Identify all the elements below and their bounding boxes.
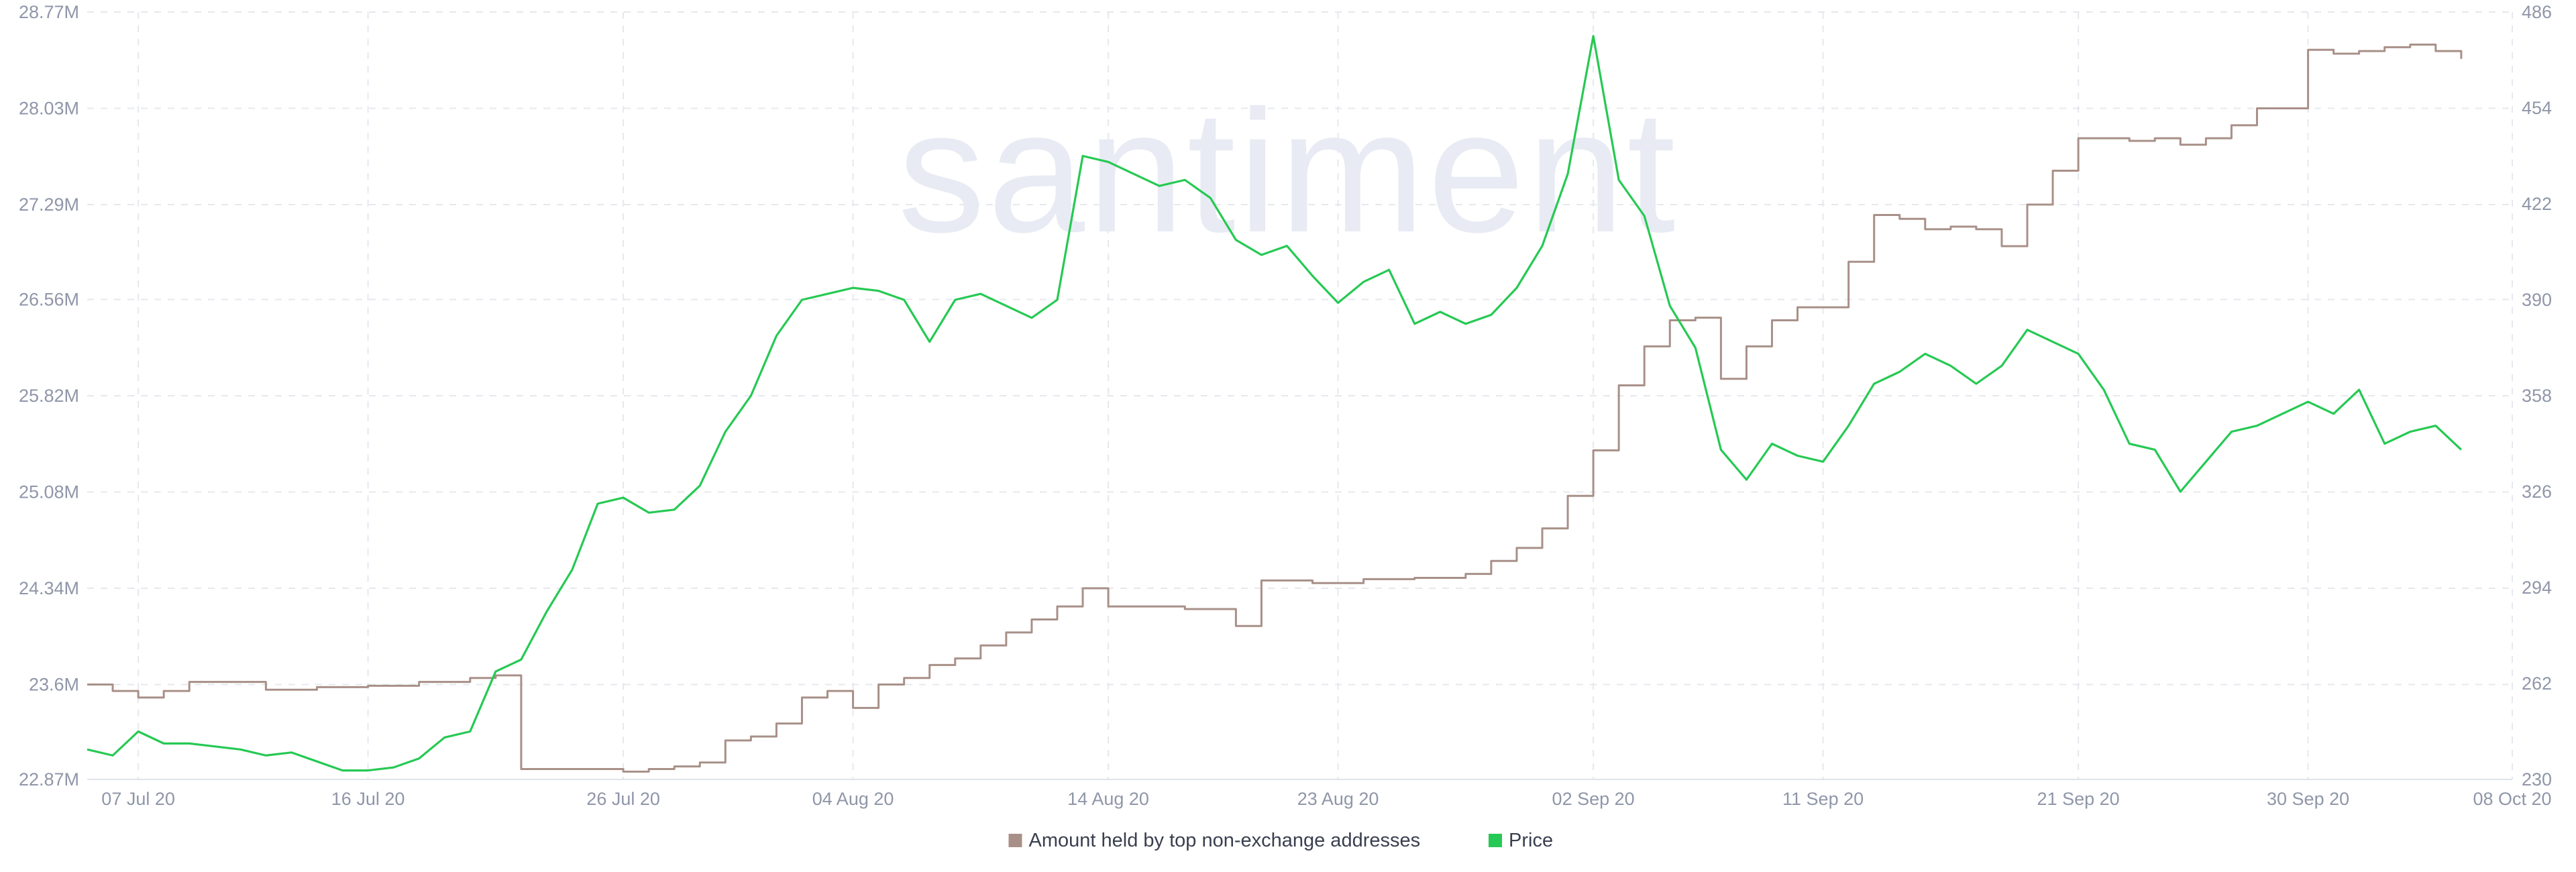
legend-swatch [1008,834,1022,847]
x-tick-label: 21 Sep 20 [2037,789,2120,809]
left-tick-label: 23.6M [29,674,79,694]
santiment-watermark: santiment [898,74,1678,269]
right-tick-label: 486 [2522,2,2552,22]
right-tick-label: 454 [2522,98,2552,118]
gridlines [87,11,2513,780]
x-axis-ticks: 07 Jul 20 16 Jul 20 26 Jul 20 04 Aug 20 14 A… [101,789,2551,809]
left-tick-label: 25.82M [19,386,79,406]
legend: Amount held by top non-exchange addresse… [1008,830,1553,851]
left-tick-label: 24.34M [19,578,79,598]
legend-label: Amount held by top non-exchange addresse… [1029,830,1421,851]
x-tick-label: 14 Aug 20 [1067,789,1149,809]
left-tick-label: 26.56M [19,290,79,310]
legend-label: Price [1509,830,1553,851]
x-tick-label: 26 Jul 20 [586,789,660,809]
right-tick-label: 390 [2522,290,2552,310]
x-tick-label: 16 Jul 20 [331,789,405,809]
right-tick-label: 262 [2522,673,2552,694]
right-tick-label: 294 [2522,578,2552,598]
x-tick-label: 30 Sep 20 [2267,789,2349,809]
left-axis-ticks: 22.87M 23.6M 24.34M 25.08M 25.82M 26.56M 27.29… [19,2,79,789]
right-tick-label: 326 [2522,482,2552,502]
legend-swatch [1489,834,1502,847]
left-tick-label: 25.08M [19,482,79,502]
x-tick-label: 23 Aug 20 [1297,789,1379,809]
right-axis-ticks: 230 262 294 326 358 390 422 454 486 [2522,2,2552,789]
left-tick-label: 22.87M [19,769,79,789]
series-layer [87,35,2463,773]
right-tick-label: 230 [2522,769,2552,789]
left-tick-label: 28.03M [19,98,79,118]
x-tick-label: 11 Sep 20 [1782,789,1864,809]
price-series-line [87,35,2462,772]
right-tick-label: 358 [2522,386,2552,406]
left-tick-label: 27.29M [19,195,79,215]
right-tick-label: 422 [2522,194,2552,214]
x-tick-label: 02 Sep 20 [1552,789,1635,809]
amount-series-line [87,43,2463,773]
x-tick-label: 04 Aug 20 [812,789,894,809]
x-tick-label: 08 Oct 20 [2473,789,2551,809]
left-tick-label: 28.77M [19,2,79,22]
x-tick-label: 07 Jul 20 [101,789,175,809]
